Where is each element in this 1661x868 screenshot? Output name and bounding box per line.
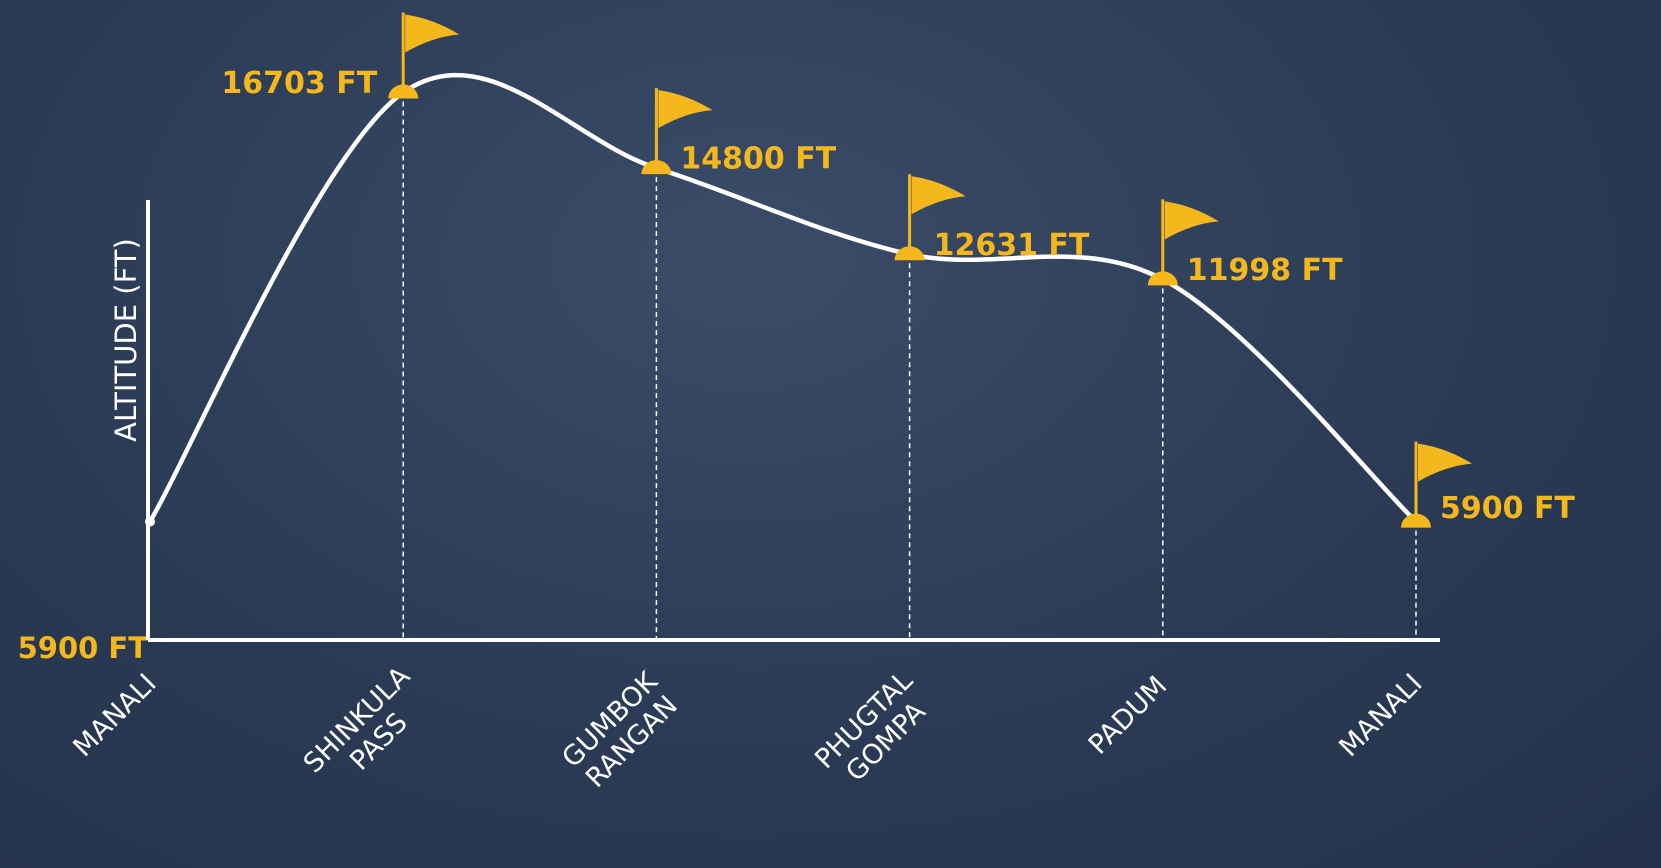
point — [641, 160, 672, 175]
y-axis-title: ALTITUDE (FT) — [109, 238, 143, 442]
point — [388, 84, 419, 99]
point — [894, 246, 925, 261]
value-label: 12631 FT — [934, 228, 1090, 263]
point — [1401, 513, 1431, 528]
flag — [405, 14, 460, 53]
value-label: 5900 FT — [1440, 491, 1575, 526]
value-label: 14800 FT — [680, 142, 836, 177]
flag — [1164, 201, 1219, 240]
point — [1147, 271, 1178, 286]
flag — [1418, 443, 1472, 482]
flag — [658, 90, 713, 129]
value-label: 11998 FT — [1187, 253, 1343, 288]
altitude-line — [148, 72, 1418, 524]
point — [145, 516, 155, 527]
y-base-label: 5900 FT — [18, 631, 149, 665]
value-label: 16703 FT — [221, 66, 377, 101]
flag — [911, 176, 966, 215]
